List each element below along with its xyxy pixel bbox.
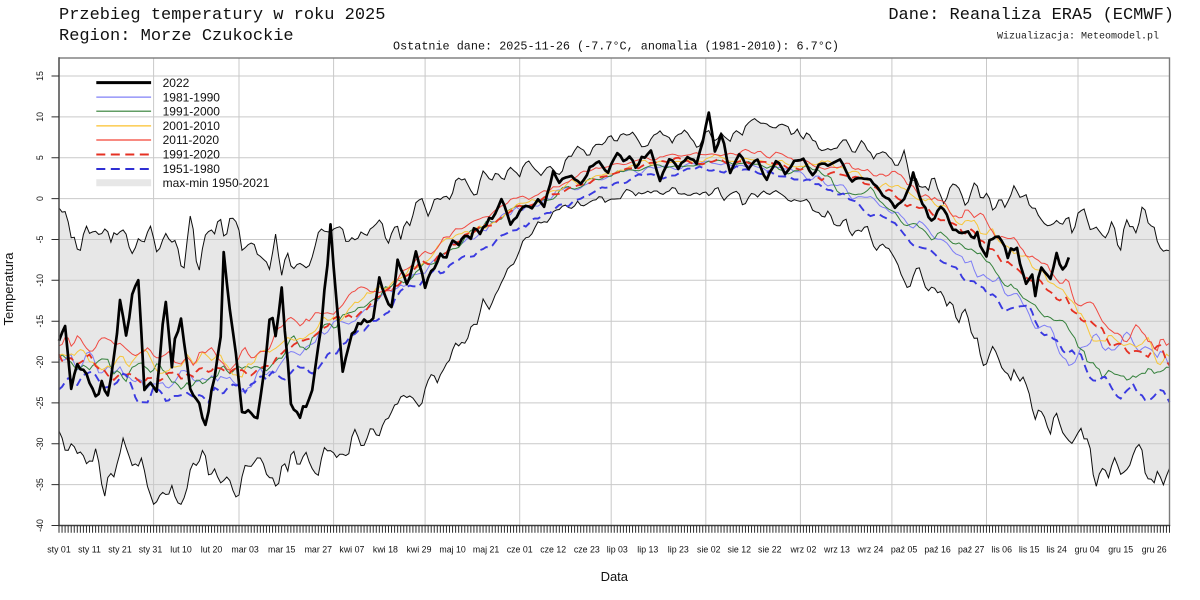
svg-text:-30: -30	[35, 437, 45, 450]
svg-text:Przebieg temperatury w roku 20: Przebieg temperatury w roku 2025	[59, 6, 385, 25]
svg-text:2001-2010: 2001-2010	[163, 119, 221, 133]
svg-text:15: 15	[35, 71, 45, 81]
svg-text:paź 16: paź 16	[924, 544, 951, 554]
svg-text:-5: -5	[35, 235, 45, 243]
svg-text:0: 0	[35, 196, 45, 201]
svg-text:gru 26: gru 26	[1142, 544, 1167, 554]
svg-text:1951-1980: 1951-1980	[163, 162, 221, 176]
svg-text:2022: 2022	[163, 76, 190, 90]
svg-text:10: 10	[35, 112, 45, 122]
svg-text:5: 5	[35, 155, 45, 160]
svg-text:Temperatura: Temperatura	[1, 252, 16, 326]
svg-text:maj 21: maj 21	[473, 544, 500, 554]
svg-text:-10: -10	[35, 274, 45, 287]
svg-text:max-min 1950-2021: max-min 1950-2021	[163, 176, 270, 190]
svg-text:sie 02: sie 02	[697, 544, 721, 554]
svg-text:wrz 24: wrz 24	[857, 544, 884, 554]
svg-text:mar 27: mar 27	[305, 544, 332, 554]
svg-text:lis 15: lis 15	[1019, 544, 1040, 554]
svg-text:-20: -20	[35, 356, 45, 369]
svg-text:Dane: Reanaliza ERA5 (ECMWF): Dane: Reanaliza ERA5 (ECMWF)	[888, 6, 1174, 25]
svg-text:lis 06: lis 06	[991, 544, 1012, 554]
svg-text:mar 03: mar 03	[231, 544, 258, 554]
svg-text:paź 05: paź 05	[891, 544, 918, 554]
svg-text:1981-1990: 1981-1990	[163, 90, 221, 104]
svg-text:lut 20: lut 20	[201, 544, 223, 554]
svg-text:gru 04: gru 04	[1075, 544, 1100, 554]
svg-text:-40: -40	[35, 519, 45, 532]
svg-text:kwi 29: kwi 29	[407, 544, 432, 554]
svg-text:sty 31: sty 31	[139, 544, 163, 554]
svg-text:cze 12: cze 12	[540, 544, 566, 554]
svg-text:-15: -15	[35, 315, 45, 328]
svg-text:sty 21: sty 21	[108, 544, 132, 554]
svg-text:Data: Data	[601, 569, 629, 584]
svg-text:cze 23: cze 23	[574, 544, 600, 554]
svg-text:-35: -35	[35, 478, 45, 491]
svg-text:Region: Morze Czukockie: Region: Morze Czukockie	[59, 27, 294, 46]
svg-text:lut 10: lut 10	[170, 544, 192, 554]
svg-text:sie 12: sie 12	[728, 544, 752, 554]
svg-text:cze 01: cze 01	[507, 544, 533, 554]
svg-text:lip 03: lip 03	[607, 544, 628, 554]
svg-text:gru 15: gru 15	[1108, 544, 1133, 554]
svg-text:lip 23: lip 23	[668, 544, 689, 554]
svg-text:maj 10: maj 10	[439, 544, 466, 554]
svg-text:2011-2020: 2011-2020	[163, 133, 220, 147]
svg-text:wrz 02: wrz 02	[789, 544, 816, 554]
svg-text:sty 01: sty 01	[47, 544, 71, 554]
svg-text:lip 13: lip 13	[637, 544, 658, 554]
svg-text:sty 11: sty 11	[78, 544, 101, 554]
svg-text:wrz 13: wrz 13	[823, 544, 850, 554]
svg-text:sie 22: sie 22	[758, 544, 782, 554]
svg-text:paź 27: paź 27	[958, 544, 985, 554]
svg-text:1991-2020: 1991-2020	[163, 148, 221, 162]
svg-text:Ostatnie dane: 2025-11-26 (-7.: Ostatnie dane: 2025-11-26 (-7.7°C, anoma…	[393, 40, 839, 54]
svg-text:mar 15: mar 15	[268, 544, 295, 554]
svg-text:kwi 07: kwi 07	[339, 544, 364, 554]
svg-text:-25: -25	[35, 396, 45, 409]
svg-text:lis 24: lis 24	[1046, 544, 1067, 554]
svg-text:kwi 18: kwi 18	[373, 544, 398, 554]
svg-text:1991-2000: 1991-2000	[163, 104, 221, 118]
svg-text:Wizualizacja: Meteomodel.pl: Wizualizacja: Meteomodel.pl	[997, 31, 1159, 43]
